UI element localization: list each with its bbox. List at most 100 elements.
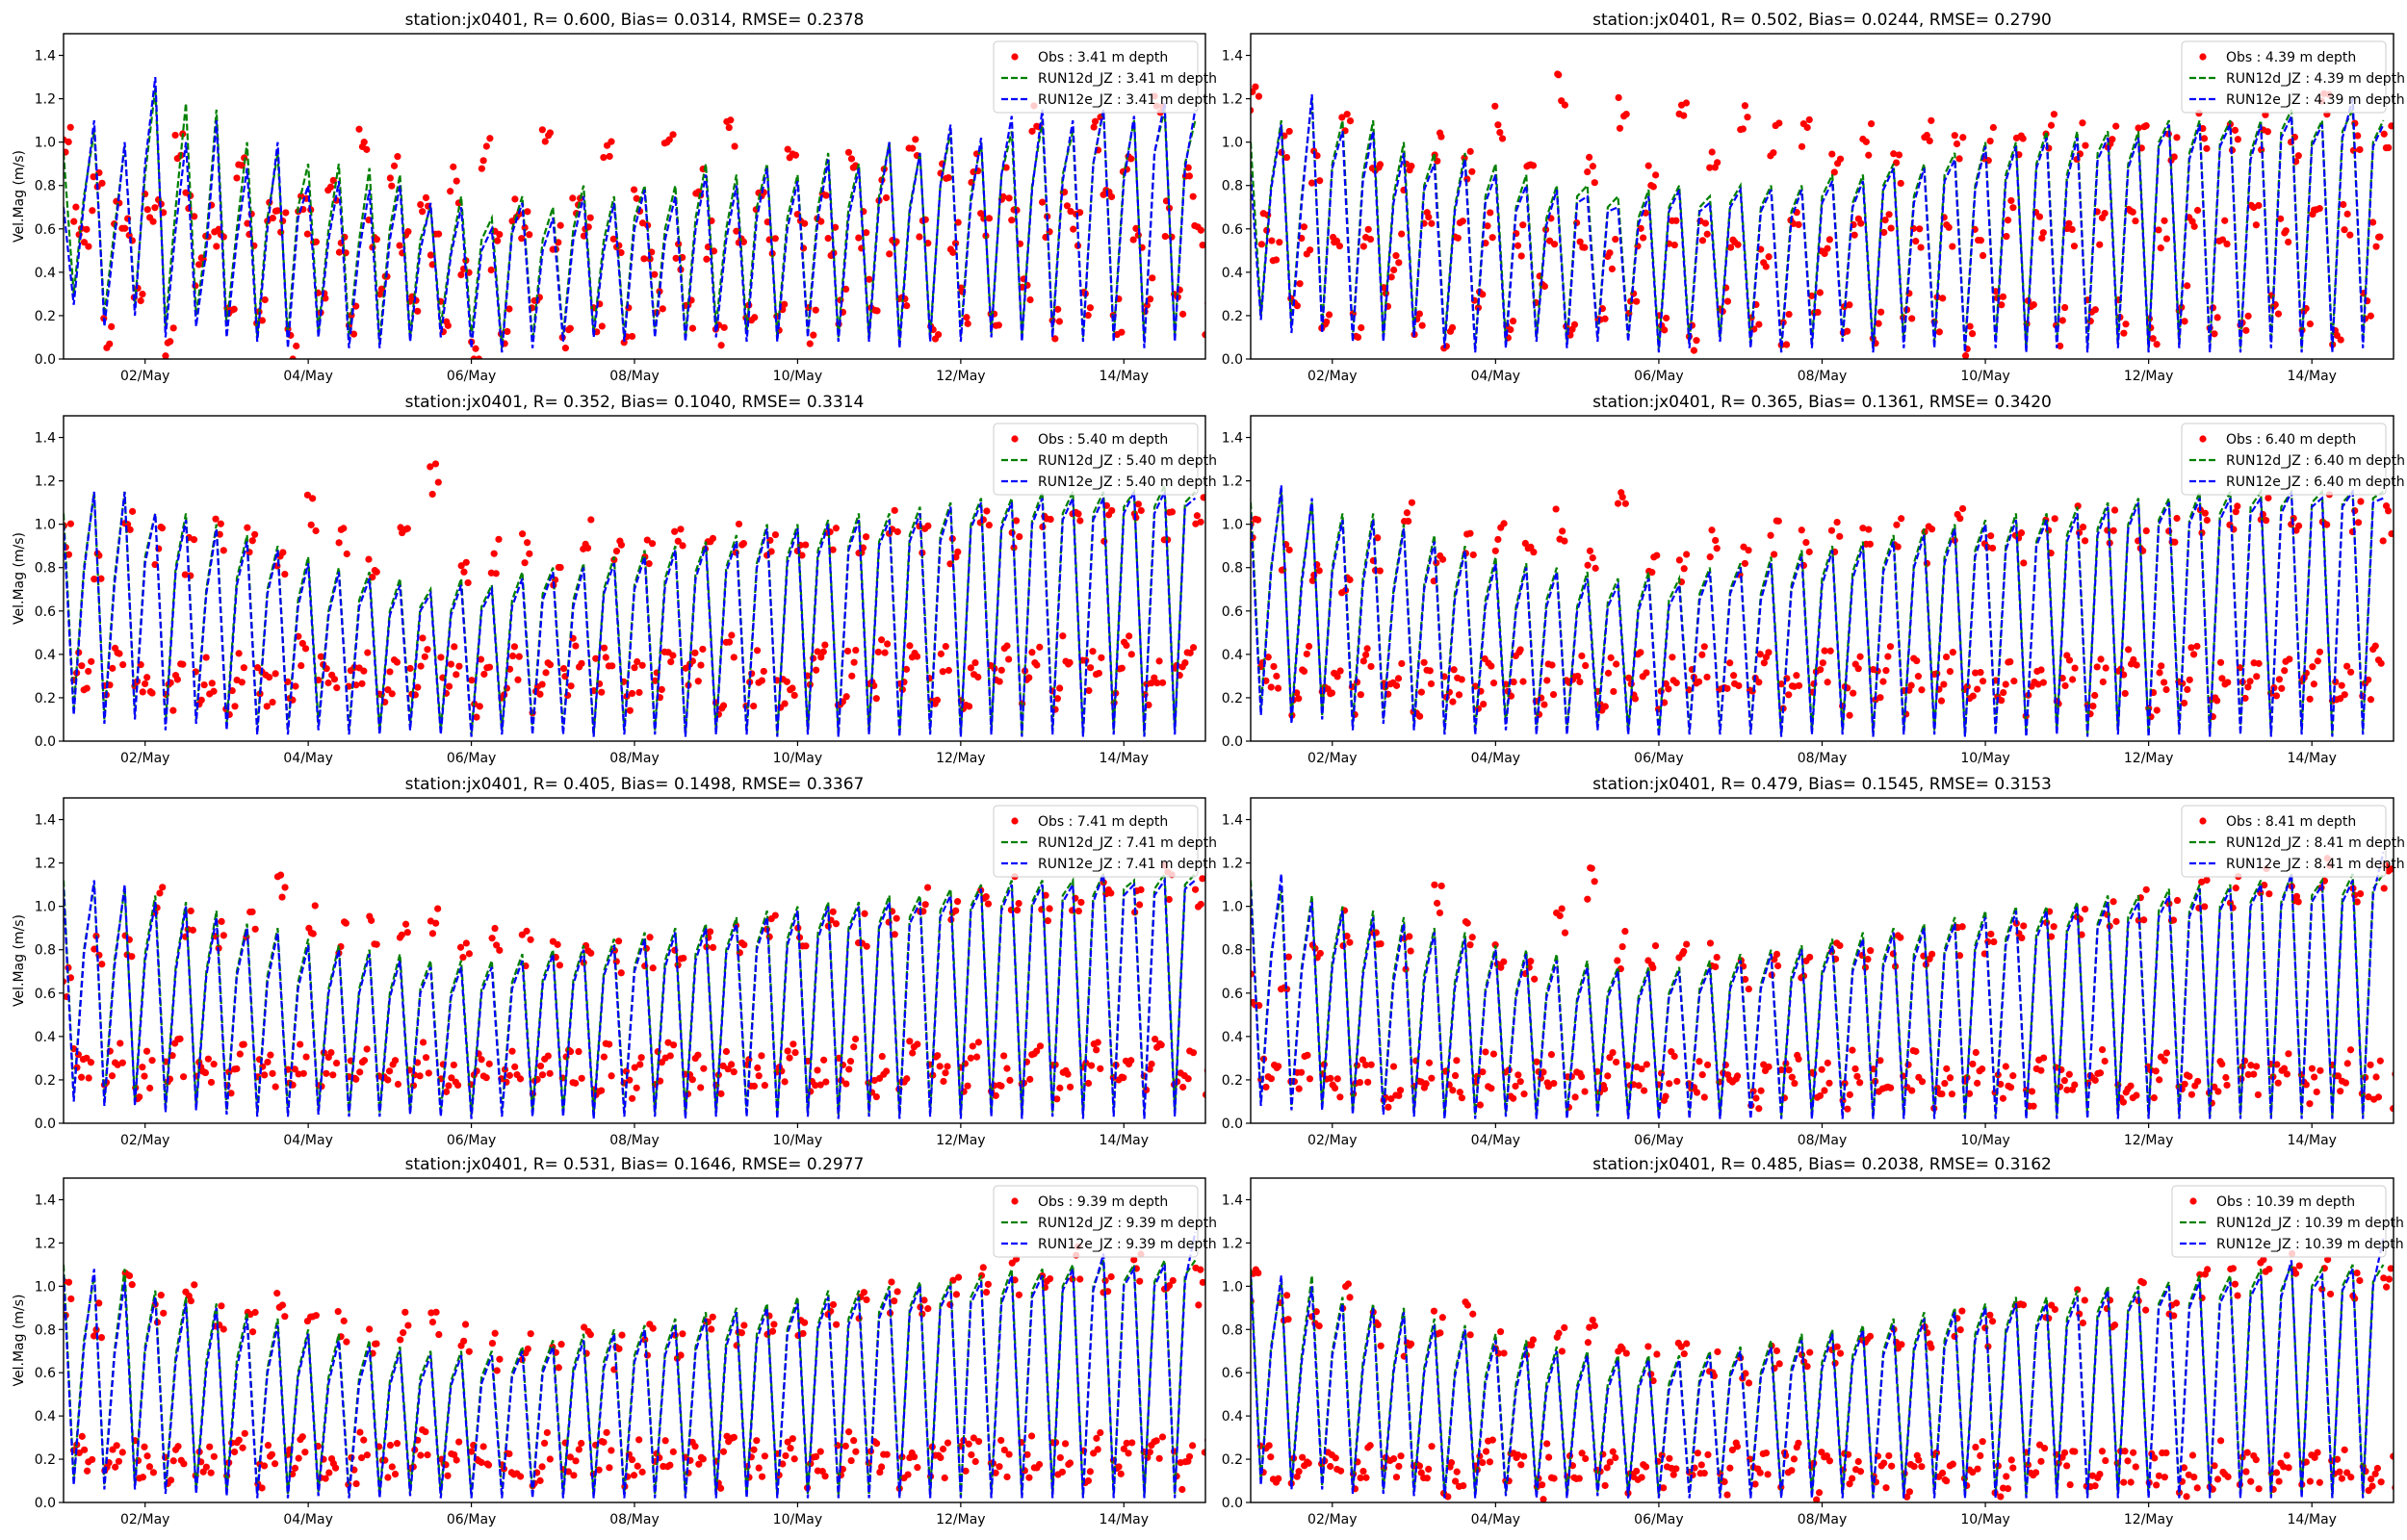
obs-point bbox=[2265, 494, 2272, 501]
obs-point bbox=[1084, 312, 1092, 320]
obs-point bbox=[1307, 246, 1314, 254]
obs-point bbox=[1308, 577, 1316, 584]
obs-point bbox=[1740, 543, 1747, 551]
obs-point bbox=[91, 945, 98, 953]
obs-point bbox=[882, 193, 891, 202]
obs-point bbox=[1086, 1468, 1094, 1476]
y-tick-label: 0.6 bbox=[1222, 1366, 1243, 1381]
x-tick-label: 08/May bbox=[1798, 369, 1847, 384]
obs-point bbox=[1955, 155, 1963, 163]
obs-point bbox=[240, 1040, 247, 1048]
obs-point bbox=[448, 1074, 455, 1082]
obs-point bbox=[511, 1063, 519, 1070]
obs-point bbox=[1570, 321, 1579, 328]
obs-point bbox=[1621, 928, 1629, 936]
obs-point bbox=[2142, 1306, 2150, 1314]
obs-point bbox=[669, 1041, 678, 1049]
obs-point bbox=[1458, 1094, 1466, 1102]
obs-point bbox=[1698, 651, 1706, 658]
obs-point bbox=[569, 194, 577, 202]
obs-point bbox=[844, 148, 853, 156]
obs-point bbox=[258, 1484, 266, 1492]
obs-point bbox=[1755, 679, 1763, 686]
x-tick-label: 10/May bbox=[773, 1133, 822, 1148]
obs-point bbox=[2050, 111, 2058, 118]
obs-point bbox=[598, 322, 606, 330]
obs-point bbox=[2039, 229, 2047, 237]
obs-point bbox=[1806, 1348, 1814, 1356]
y-tick-label: 1.2 bbox=[35, 857, 56, 872]
obs-point bbox=[2261, 881, 2268, 889]
y-tick-label: 0.2 bbox=[35, 309, 56, 324]
obs-point bbox=[1700, 643, 1708, 651]
obs-point bbox=[2156, 669, 2163, 677]
obs-point bbox=[1550, 241, 1559, 248]
obs-point bbox=[1979, 251, 1987, 260]
obs-point bbox=[952, 553, 960, 561]
obs-point bbox=[128, 953, 136, 961]
obs-point bbox=[1061, 1440, 1070, 1448]
obs-point bbox=[2170, 1312, 2178, 1320]
legend-box bbox=[2171, 1185, 2387, 1258]
obs-point bbox=[435, 1330, 443, 1339]
obs-point bbox=[180, 1460, 188, 1468]
obs-point bbox=[602, 654, 609, 661]
y-tick-label: 0.2 bbox=[1222, 309, 1243, 324]
obs-point bbox=[1941, 1079, 1949, 1088]
obs-point bbox=[609, 235, 617, 243]
obs-point bbox=[1979, 1065, 1986, 1073]
obs-point bbox=[631, 664, 638, 672]
obs-point bbox=[1336, 1093, 1344, 1101]
obs-point bbox=[1392, 252, 1400, 260]
obs-point bbox=[2379, 537, 2387, 545]
obs-point bbox=[279, 549, 287, 556]
obs-point bbox=[995, 321, 1002, 329]
obs-point bbox=[1431, 881, 1438, 888]
obs-point bbox=[872, 1092, 880, 1101]
obs-point bbox=[1285, 127, 1293, 136]
obs-point bbox=[617, 541, 626, 549]
obs-point bbox=[996, 678, 1003, 685]
obs-point bbox=[1581, 244, 1589, 251]
obs-point bbox=[824, 235, 832, 243]
obs-point bbox=[2121, 1448, 2129, 1455]
obs-point bbox=[1584, 895, 1592, 903]
obs-point bbox=[1482, 1048, 1489, 1056]
obs-point bbox=[282, 209, 290, 217]
obs-point bbox=[1956, 1326, 1964, 1334]
obs-point bbox=[121, 224, 129, 232]
obs-point bbox=[207, 1078, 216, 1087]
x-tick-label: 02/May bbox=[120, 1512, 169, 1527]
obs-point bbox=[428, 490, 436, 499]
obs-point bbox=[1275, 1063, 1282, 1070]
obs-point bbox=[1643, 669, 1650, 677]
obs-point bbox=[1588, 864, 1595, 872]
obs-point bbox=[974, 1039, 982, 1046]
obs-point bbox=[1578, 1073, 1586, 1081]
obs-point bbox=[845, 1428, 853, 1436]
obs-point bbox=[386, 1441, 395, 1450]
obs-point bbox=[1974, 1465, 1981, 1473]
obs-point bbox=[1633, 297, 1641, 305]
y-tick-label: 0.6 bbox=[1222, 604, 1243, 620]
obs-point bbox=[417, 200, 425, 209]
obs-point bbox=[514, 676, 522, 683]
obs-point bbox=[291, 1065, 298, 1073]
obs-point bbox=[1228, 920, 1234, 927]
obs-point bbox=[1063, 202, 1072, 210]
obs-point bbox=[1392, 681, 1401, 689]
obs-point bbox=[523, 927, 531, 935]
obs-point bbox=[2388, 529, 2394, 538]
obs-point bbox=[2130, 1449, 2137, 1456]
obs-point bbox=[2139, 1279, 2147, 1287]
obs-point bbox=[472, 345, 479, 352]
obs-point bbox=[575, 1047, 582, 1056]
obs-point bbox=[1212, 1049, 1219, 1056]
obs-point bbox=[2400, 1457, 2407, 1464]
obs-point bbox=[2218, 675, 2226, 682]
obs-point bbox=[160, 1309, 168, 1317]
obs-point bbox=[1672, 1465, 1680, 1473]
obs-point bbox=[444, 321, 452, 329]
obs-point bbox=[1254, 516, 1262, 524]
obs-point bbox=[1693, 1089, 1701, 1096]
